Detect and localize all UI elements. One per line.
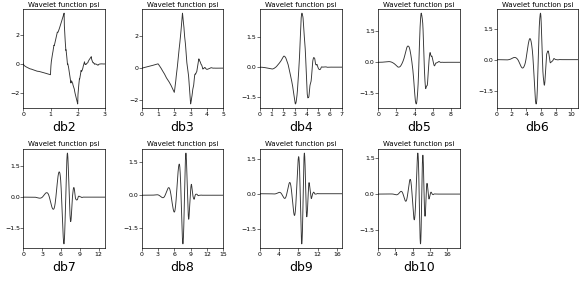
Text: db3: db3 — [171, 121, 194, 134]
Text: db5: db5 — [407, 121, 431, 134]
Text: db8: db8 — [171, 261, 194, 274]
Text: db9: db9 — [289, 261, 312, 274]
Text: db7: db7 — [52, 261, 76, 274]
Text: db6: db6 — [526, 121, 549, 134]
Title: Wavelet function psi: Wavelet function psi — [383, 141, 455, 147]
Text: db4: db4 — [289, 121, 312, 134]
Title: Wavelet function psi: Wavelet function psi — [147, 1, 218, 7]
Title: Wavelet function psi: Wavelet function psi — [29, 141, 100, 147]
Title: Wavelet function psi: Wavelet function psi — [29, 1, 100, 7]
Title: Wavelet function psi: Wavelet function psi — [265, 1, 336, 7]
Title: Wavelet function psi: Wavelet function psi — [502, 1, 573, 7]
Text: db10: db10 — [403, 261, 435, 274]
Title: Wavelet function psi: Wavelet function psi — [265, 141, 336, 147]
Title: Wavelet function psi: Wavelet function psi — [383, 1, 455, 7]
Title: Wavelet function psi: Wavelet function psi — [147, 141, 218, 147]
Text: db2: db2 — [53, 121, 76, 134]
